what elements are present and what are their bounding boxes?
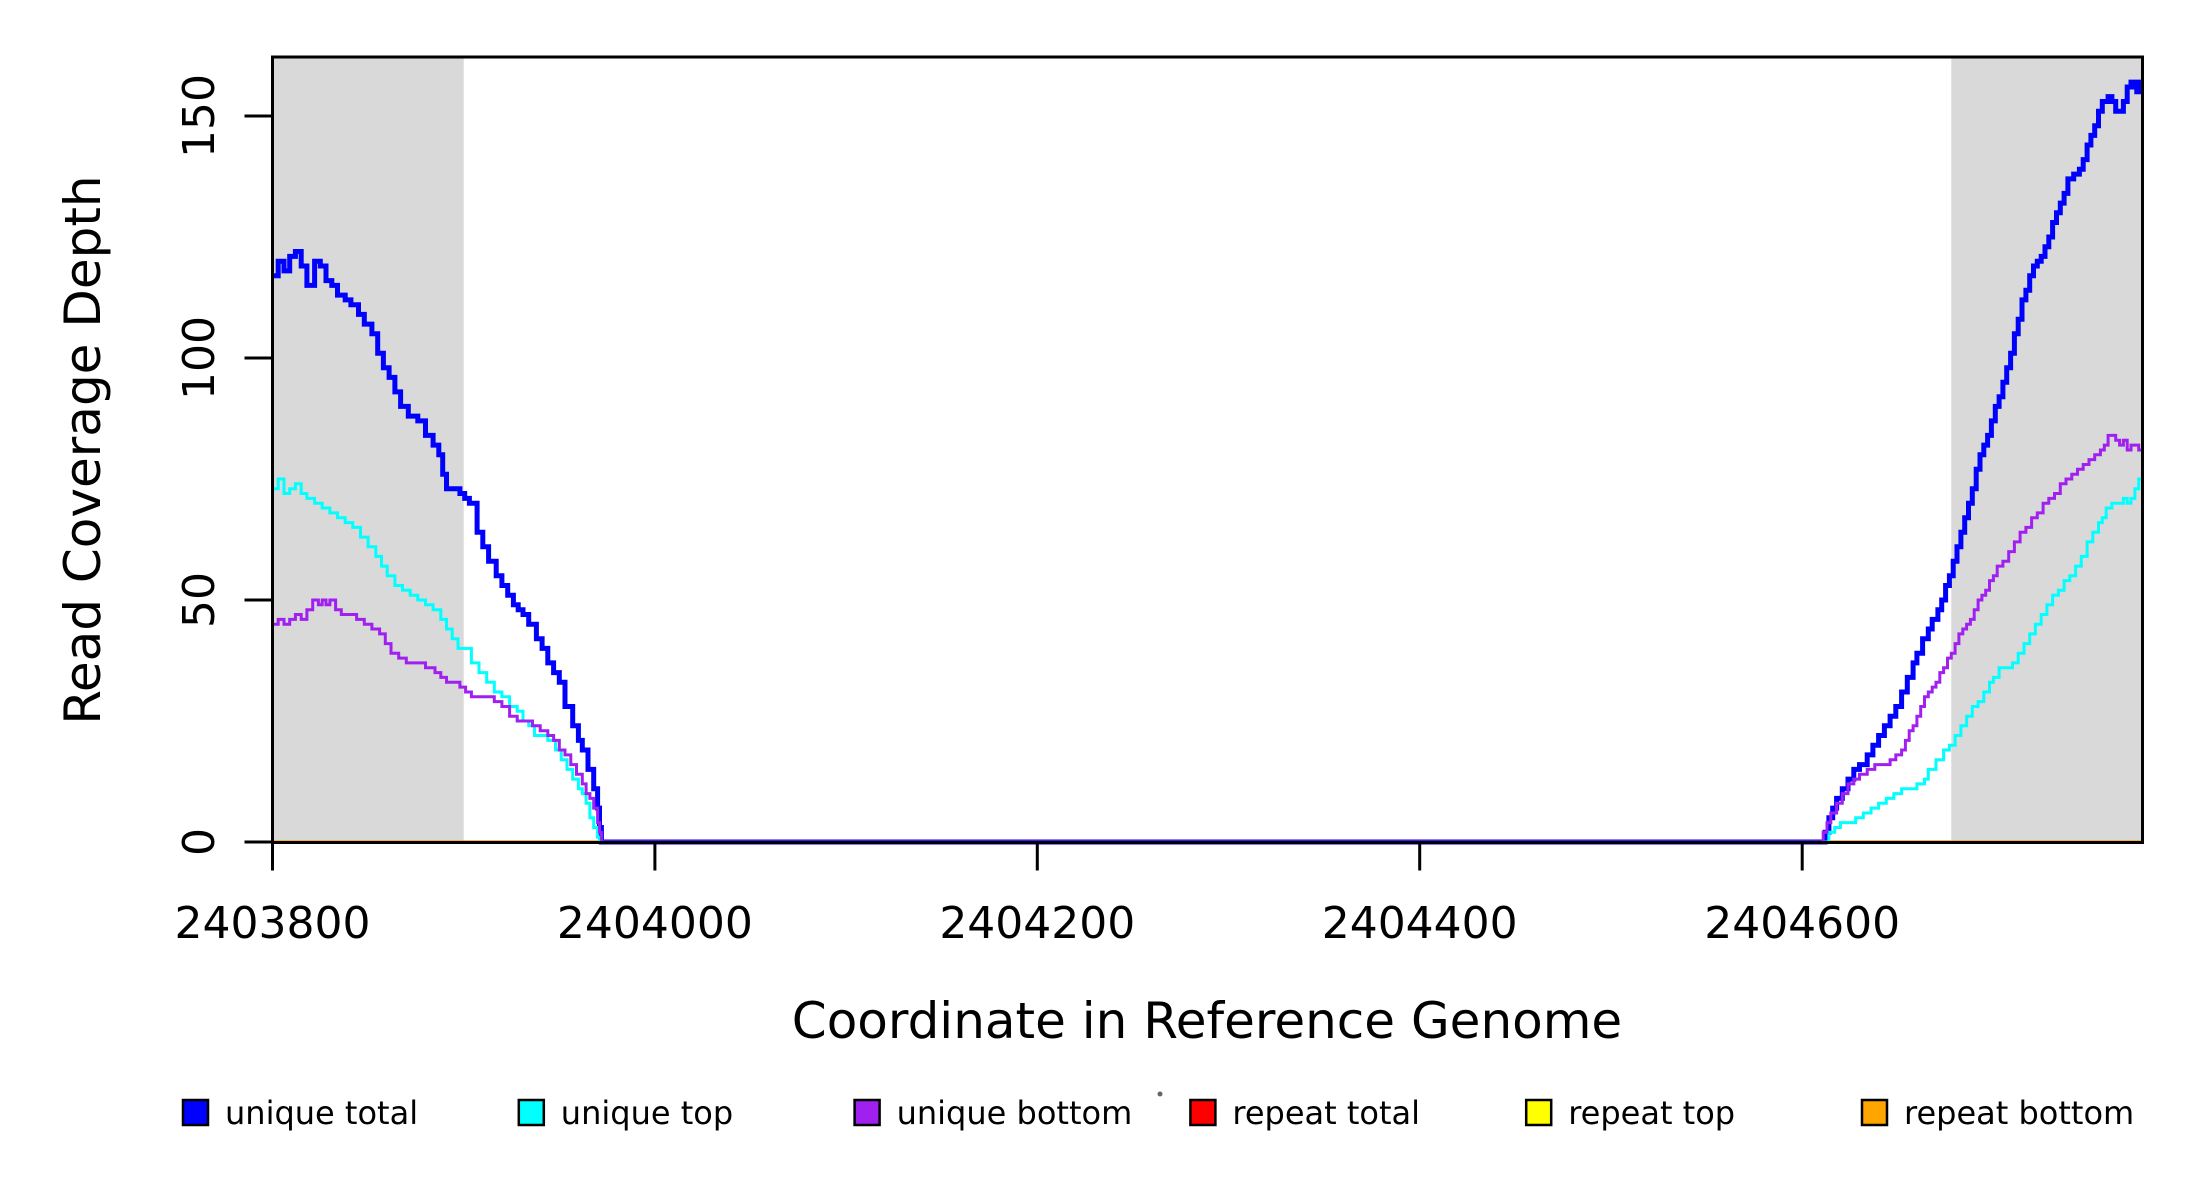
legend-swatch-unique-total: [181, 1098, 210, 1127]
shaded-region: [1951, 58, 2143, 842]
legend-swatch-repeat-top: [1524, 1098, 1553, 1127]
legend-swatch-unique-bottom: [853, 1098, 881, 1127]
y-tick-label: 150: [174, 74, 225, 158]
x-axis-title: Coordinate in Reference Genome: [792, 992, 1622, 1050]
shaded-region: [272, 58, 464, 842]
y-axis-title: Read Coverage Depth: [54, 175, 112, 724]
y-tick-label: 100: [174, 316, 225, 400]
stray-dot: [1157, 1091, 1163, 1097]
y-axis-ticks: [244, 114, 272, 844]
shaded-regions: [272, 58, 2143, 842]
legend-label-repeat-total: repeat total: [1232, 1094, 1420, 1132]
legend: unique total unique top unique bottom repea…: [181, 1094, 2134, 1132]
x-axis-tick-labels: 2403800 2404000 2404200 2404400 2404600: [175, 898, 1901, 949]
series-line-unique-bottom: [272, 433, 2144, 844]
legend-swatch-repeat-bottom: [1860, 1098, 1889, 1127]
y-tick-label: 50: [174, 572, 225, 628]
legend-label-repeat-bottom: repeat bottom: [1904, 1094, 2134, 1132]
y-tick-label: 0: [174, 828, 225, 856]
artifacts: [1157, 1091, 1163, 1097]
legend-label-repeat-top: repeat top: [1568, 1094, 1735, 1132]
series-lines: [272, 79, 2144, 845]
x-tick-label: 2404200: [939, 898, 1135, 949]
legend-swatch-repeat-total: [1189, 1098, 1217, 1127]
x-tick-label: 2404000: [557, 898, 753, 949]
legend-label-unique-bottom: unique bottom: [897, 1094, 1133, 1132]
x-tick-label: 2404600: [1704, 898, 1900, 949]
legend-swatch-unique-top: [517, 1098, 546, 1127]
y-axis-tick-labels: 0 50 100 150: [174, 74, 225, 856]
x-axis-ticks: [271, 843, 1804, 871]
x-tick-label: 2404400: [1322, 898, 1518, 949]
legend-label-unique-top: unique top: [561, 1094, 733, 1132]
series-line-unique-total: [272, 79, 2143, 845]
x-tick-label: 2403800: [175, 898, 371, 949]
legend-label-unique-total: unique total: [225, 1094, 418, 1132]
plot-border: [271, 55, 2144, 844]
